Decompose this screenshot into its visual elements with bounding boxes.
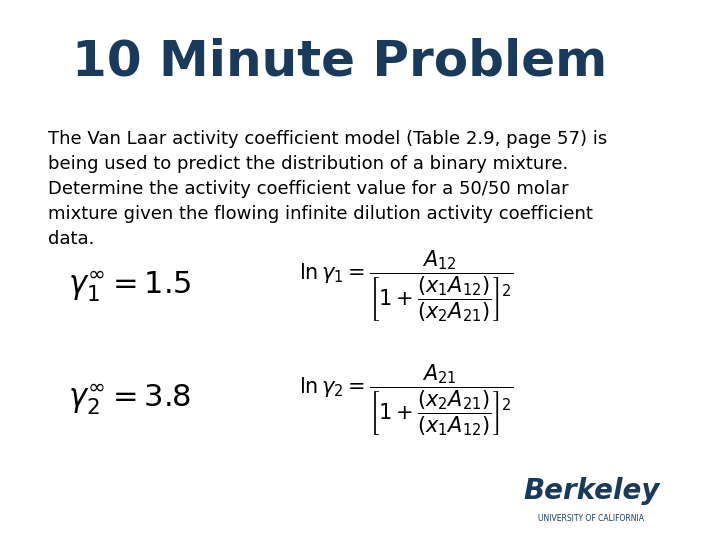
Text: The Van Laar activity coefficient model (Table 2.9, page 57) is
being used to pr: The Van Laar activity coefficient model … [48,130,607,248]
Text: $\ln \gamma_1 = \dfrac{A_{12}}{\left[1 + \dfrac{\left(x_1 A_{12}\right)}{\left(x: $\ln \gamma_1 = \dfrac{A_{12}}{\left[1 +… [299,248,513,324]
Text: Berkeley: Berkeley [523,477,660,505]
Text: $\gamma_1^{\infty} = 1.5$: $\gamma_1^{\infty} = 1.5$ [68,269,192,303]
Text: $\gamma_2^{\infty} = 3.8$: $\gamma_2^{\infty} = 3.8$ [68,382,192,417]
Text: 10 Minute Problem: 10 Minute Problem [72,38,608,86]
Text: $\ln \gamma_2 = \dfrac{A_{21}}{\left[1 + \dfrac{\left(x_2 A_{21}\right)}{\left(x: $\ln \gamma_2 = \dfrac{A_{21}}{\left[1 +… [299,362,513,437]
Text: UNIVERSITY OF CALIFORNIA: UNIVERSITY OF CALIFORNIA [539,514,644,523]
